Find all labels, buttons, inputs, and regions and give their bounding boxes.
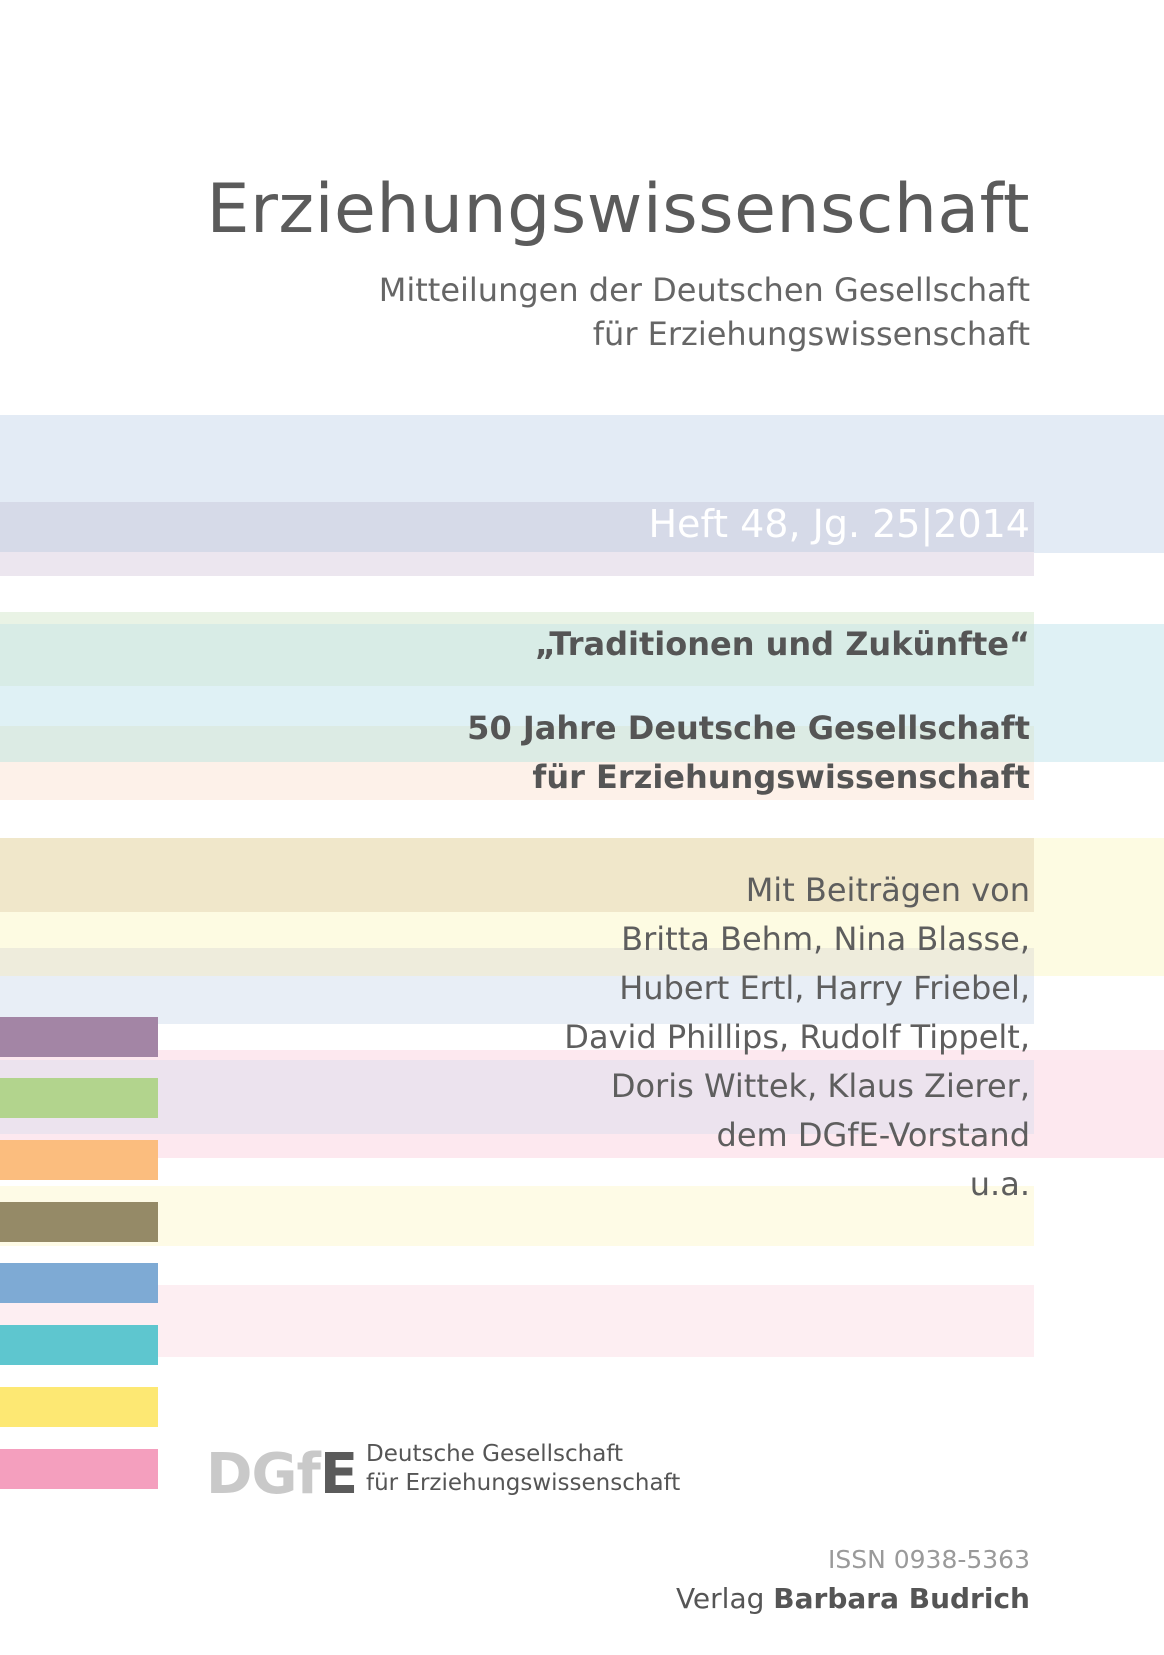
contributors-line: u.a. <box>969 1165 1030 1203</box>
swatch-purple <box>0 1017 158 1057</box>
dgfe-logo-name: Deutsche Gesellschaft für Erziehungswiss… <box>366 1440 680 1498</box>
swatch-blue <box>0 1263 158 1303</box>
band-lavender <box>0 502 1034 552</box>
publisher-prefix: Verlag <box>675 1582 765 1615</box>
logo-name-line-2: für Erziehungswissenschaft <box>366 1470 681 1496</box>
dgfe-logo-text: DGfE <box>206 1442 358 1507</box>
swatch-pink <box>0 1449 158 1489</box>
journal-title: Erziehungswissenschaft <box>206 170 1030 249</box>
publisher: Verlag Barbara Budrich <box>676 1582 1030 1615</box>
logo-name-line-1: Deutsche Gesellschaft <box>366 1441 624 1467</box>
anniversary-title: 50 Jahre Deutsche Gesellschaft für Erzie… <box>467 704 1030 802</box>
anniversary-line-1: 50 Jahre Deutsche Gesellschaft <box>467 709 1030 747</box>
contributors-list: Mit Beiträgen von Britta Behm, Nina Blas… <box>564 866 1030 1209</box>
dgfe-logo-mark: DGfE <box>206 1442 358 1507</box>
swatch-olive <box>0 1202 158 1242</box>
swatch-teal <box>0 1325 158 1365</box>
band-lilac <box>0 552 1034 576</box>
contributors-line: Britta Behm, Nina Blasse, <box>621 920 1030 958</box>
band-mint-light <box>0 612 1034 624</box>
publisher-name: Barbara Budrich <box>773 1582 1030 1615</box>
band-mauve <box>0 1060 1034 1134</box>
band-mint <box>0 624 1034 686</box>
contributors-line: Doris Wittek, Klaus Zierer, <box>610 1067 1030 1105</box>
swatch-green <box>0 1078 158 1118</box>
band-peach <box>0 762 1034 800</box>
band-grey-beige <box>0 948 1034 976</box>
contributors-line: Mit Beiträgen von <box>745 871 1030 909</box>
band-rose <box>0 1285 1034 1357</box>
band-pale-blue <box>0 976 1034 1024</box>
issn: ISSN 0938-5363 <box>827 1545 1030 1574</box>
subtitle-line-1: Mitteilungen der Deutschen Gesellschaft <box>378 271 1030 309</box>
issue-label: Heft 48, Jg. 25|2014 <box>648 502 1030 546</box>
band-yellow <box>0 1186 1034 1246</box>
contributors-line: David Phillips, Rudolf Tippelt, <box>564 1018 1030 1056</box>
journal-subtitle: Mitteilungen der Deutschen Gesellschaft … <box>379 268 1030 356</box>
subtitle-line-2: für Erziehungswissenschaft <box>592 315 1030 353</box>
contributors-line: Hubert Ertl, Harry Friebel, <box>619 969 1030 1007</box>
contributors-line: dem DGfE-Vorstand <box>716 1116 1031 1154</box>
theme-quote: „Traditionen und Zukünfte“ <box>534 625 1030 663</box>
swatch-yellow <box>0 1387 158 1427</box>
band-sand <box>0 838 1034 912</box>
band-mint-2 <box>0 726 1034 762</box>
anniversary-line-2: für Erziehungswissenschaft <box>532 758 1030 796</box>
swatch-orange <box>0 1140 158 1180</box>
